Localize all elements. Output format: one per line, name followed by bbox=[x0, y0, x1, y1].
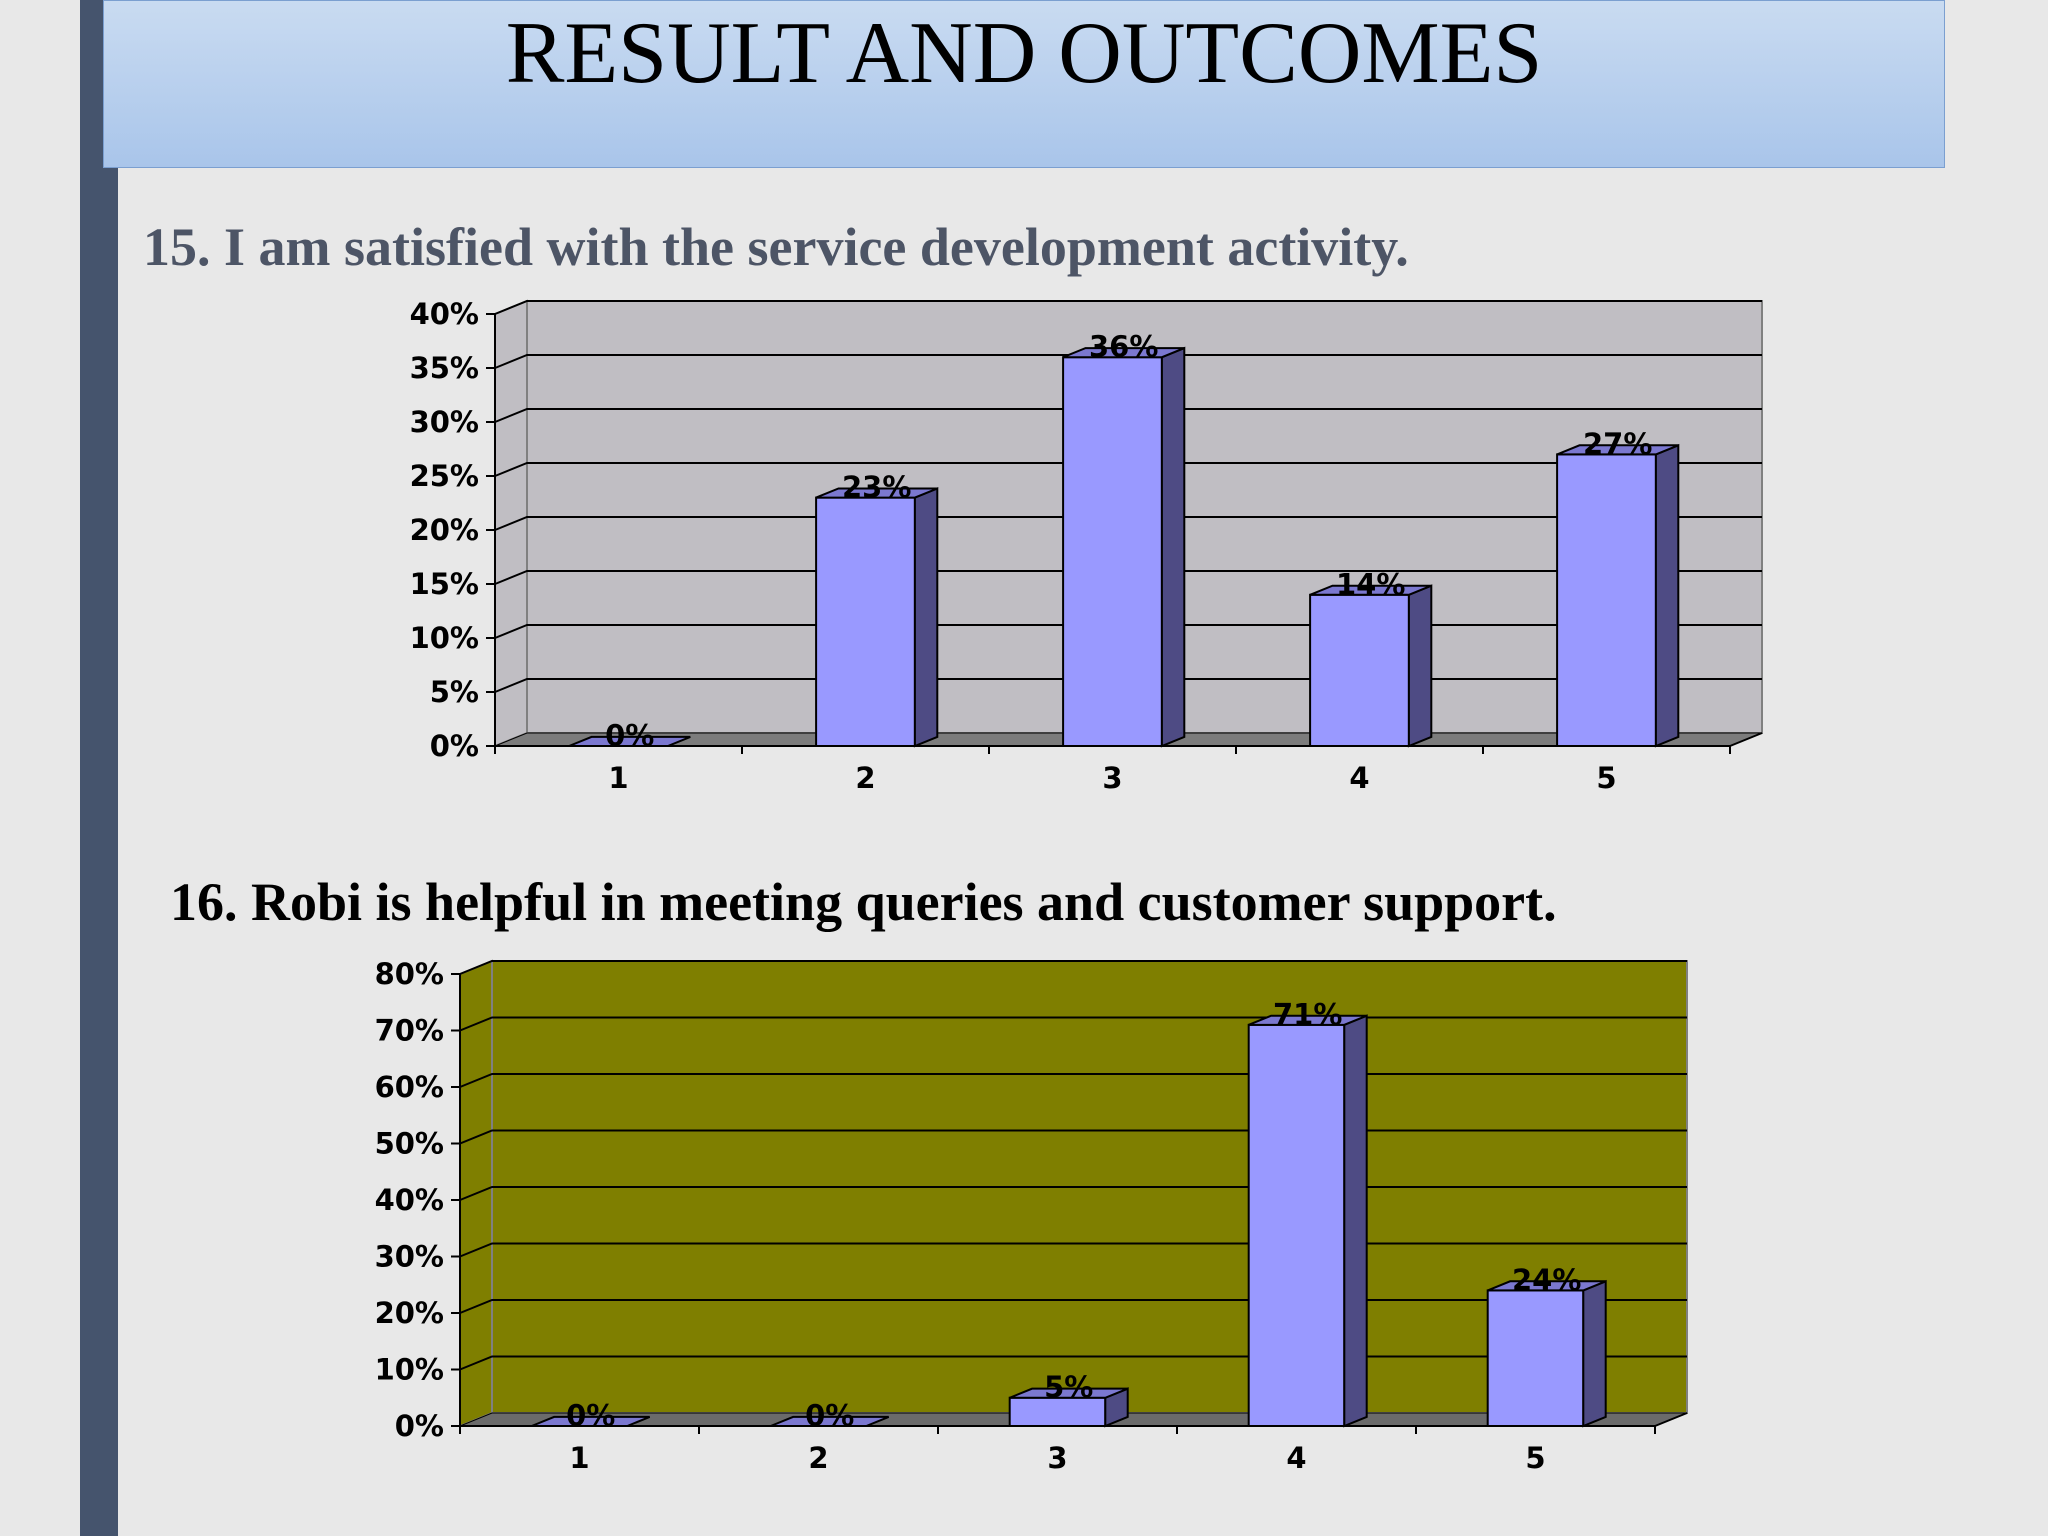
chart-1-bar-front bbox=[1309, 593, 1410, 747]
chart-1-y-tick-label: 25% bbox=[410, 459, 479, 493]
chart-1-data-label: 27% bbox=[1583, 427, 1652, 461]
chart-1-gridline bbox=[494, 354, 1762, 369]
chart-2-y-tick-label: 70% bbox=[375, 1014, 444, 1048]
chart-2-data-label: 0% bbox=[805, 1398, 854, 1432]
chart-2-bar-front bbox=[1486, 1289, 1585, 1428]
chart-1-gridline bbox=[494, 300, 1762, 315]
chart-1-x-tick-label: 3 bbox=[1102, 761, 1122, 795]
chart-1-bar-front bbox=[815, 496, 916, 747]
chart-2-bar-top bbox=[1009, 1387, 1129, 1399]
slide-title: RESULT AND OUTCOMES bbox=[505, 5, 1543, 102]
chart-1-gridline bbox=[494, 462, 1762, 477]
chart-1-y-tick-label: 35% bbox=[410, 351, 479, 385]
chart-1-bar-2 bbox=[815, 487, 939, 748]
chart-2-y-tick-label: 40% bbox=[375, 1183, 444, 1217]
chart-2-bar-top bbox=[1248, 1014, 1368, 1026]
chart-1-bar-front bbox=[1062, 356, 1163, 747]
question-16: 16. Robi is helpful in meeting queries a… bbox=[170, 872, 1557, 932]
chart-2-y-tick-label: 80% bbox=[375, 957, 444, 991]
chart-1-bar-front bbox=[1556, 453, 1657, 747]
chart-1-bar-top bbox=[1062, 347, 1185, 359]
chart-1-x-tick-label: 2 bbox=[855, 761, 875, 795]
chart-1-bar-top bbox=[815, 487, 938, 499]
chart-2-bar-top bbox=[770, 1415, 890, 1427]
chart-2-x-tick-label: 1 bbox=[569, 1441, 589, 1475]
chart-2-x-tick-label: 5 bbox=[1525, 1441, 1545, 1475]
chart-1-bar-3 bbox=[1062, 346, 1186, 748]
chart-1-bar-top bbox=[1556, 444, 1679, 456]
chart-2-x-tick-label: 2 bbox=[808, 1441, 828, 1475]
chart-1-y-tick-label: 10% bbox=[410, 621, 479, 655]
chart-1-gridline bbox=[494, 570, 1762, 585]
chart-2-y-tick-label: 0% bbox=[395, 1409, 444, 1443]
chart-1-y-tick-label: 0% bbox=[430, 729, 479, 763]
question-15: 15. I am satisfied with the service deve… bbox=[143, 217, 1409, 277]
chart-1-gridline bbox=[494, 408, 1762, 423]
chart-1-y-tick-label: 5% bbox=[430, 675, 479, 709]
chart-1-y-tick-label: 40% bbox=[410, 297, 479, 331]
chart-1-y-tick-label: 20% bbox=[410, 513, 479, 547]
chart-2-data-label: 0% bbox=[566, 1398, 615, 1432]
chart-2-bar-front bbox=[1247, 1023, 1346, 1427]
chart-2-data-label: 24% bbox=[1512, 1263, 1581, 1297]
chart-2-y-tick-label: 20% bbox=[375, 1296, 444, 1330]
chart-2-bar-3 bbox=[1008, 1387, 1129, 1428]
chart-1-floor-edge bbox=[1729, 732, 1763, 747]
chart-1-bar-top bbox=[568, 735, 691, 747]
chart-2-bar-1 bbox=[531, 1415, 651, 1427]
chart-1-y-tick-label: 30% bbox=[410, 405, 479, 439]
chart-1-bar-5 bbox=[1556, 443, 1680, 748]
chart-2-bar-front bbox=[1008, 1396, 1107, 1427]
chart-1-x-tick-label: 4 bbox=[1349, 761, 1369, 795]
chart-2-floor-edge bbox=[1654, 1412, 1688, 1427]
chart-2-y-tick-label: 30% bbox=[375, 1240, 444, 1274]
chart-1-bar-1 bbox=[568, 735, 691, 747]
chart-1-data-label: 36% bbox=[1089, 330, 1158, 364]
chart-1-x-tick-label: 1 bbox=[608, 761, 628, 795]
chart-1-data-label: 23% bbox=[842, 470, 911, 504]
chart-2-bar-side bbox=[1343, 1014, 1368, 1428]
chart-1-data-label: 14% bbox=[1336, 567, 1405, 601]
chart-2-y-tick-label: 50% bbox=[375, 1127, 444, 1161]
chart-1-bar-4 bbox=[1309, 584, 1433, 748]
chart-2-data-label: 71% bbox=[1273, 997, 1342, 1031]
chart-1-x-tick-label: 5 bbox=[1596, 761, 1616, 795]
chart-2-x-tick-label: 4 bbox=[1286, 1441, 1306, 1475]
chart-2-bar-5 bbox=[1486, 1279, 1607, 1428]
chart-2-bar-2 bbox=[770, 1415, 890, 1427]
chart-2-y-tick-label: 60% bbox=[375, 1070, 444, 1104]
title-band: RESULT AND OUTCOMES bbox=[103, 0, 1945, 168]
chart-2-x-tick-label: 3 bbox=[1047, 1441, 1067, 1475]
chart-2-bar-top bbox=[1487, 1280, 1607, 1292]
left-accent-bar bbox=[80, 0, 118, 1536]
chart-2-data-label: 5% bbox=[1044, 1370, 1093, 1404]
chart-1-y-tick-label: 15% bbox=[410, 567, 479, 601]
chart-2-bar-side bbox=[1582, 1279, 1607, 1428]
chart-1-data-label: 0% bbox=[605, 718, 654, 752]
chart-1-bar-top bbox=[1309, 584, 1432, 596]
chart-2-bar-top bbox=[531, 1415, 651, 1427]
chart-2-gridline bbox=[459, 960, 1687, 975]
chart-2-bar-4 bbox=[1247, 1014, 1368, 1428]
chart-2-y-tick-label: 10% bbox=[375, 1353, 444, 1387]
chart-1-gridline bbox=[494, 516, 1762, 531]
